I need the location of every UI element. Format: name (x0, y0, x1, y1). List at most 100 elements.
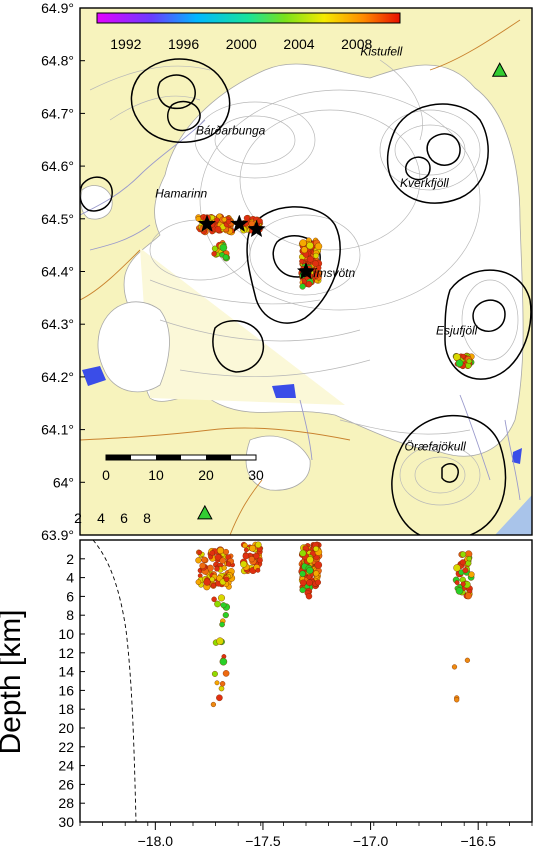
hypocenter-point (462, 567, 469, 574)
hypocenter-point (455, 587, 464, 595)
hypocenter-point (299, 586, 306, 594)
hypocenter-point (256, 557, 263, 564)
epicenter-point (222, 254, 229, 261)
moho-dashed-line (92, 539, 137, 823)
hypocenter-point (249, 544, 256, 552)
hypocenter-point (210, 582, 216, 588)
esjufjoll-outline (444, 269, 532, 380)
hypocenter-point (453, 564, 461, 572)
hypocenter-point (468, 571, 475, 578)
hamarinn-outline (212, 320, 265, 373)
hypocenter-point (305, 593, 313, 600)
lake-east (512, 448, 522, 464)
scalebar-segment-1 (106, 455, 131, 460)
depth-earthquake-hypocenters (195, 541, 475, 708)
hypocenter-point (451, 664, 458, 670)
hypocenter-point (216, 694, 223, 702)
hypocenter-point (313, 570, 320, 577)
southwest-glacier (97, 301, 170, 393)
central-volcano-outlines (80, 58, 532, 535)
colorbar-label: 2000 (226, 36, 257, 52)
epicenter-point (299, 239, 307, 247)
scalebar-segment-3 (206, 455, 231, 460)
large-event-star (197, 214, 217, 232)
depth-tick-label: 8 (66, 607, 74, 623)
kverkfjoll-caldera (426, 133, 461, 166)
hypocenter-point (306, 579, 313, 587)
epicenter-point (306, 255, 314, 263)
hypocenter-point (221, 565, 227, 571)
station-triangle (197, 504, 213, 520)
hypocenter-point (219, 657, 228, 666)
hypocenter-point (242, 552, 250, 560)
magnitude-legend-label: 6 (120, 510, 128, 526)
depth-tick-label: 24 (58, 758, 74, 774)
roads (80, 19, 521, 535)
epicenter-point (460, 353, 466, 359)
magnitude-legend-label: 2 (74, 510, 82, 526)
kverkfjoll-outline (386, 103, 489, 204)
epicenter-point (299, 283, 306, 290)
lat-tick-label: 64.9° (41, 0, 74, 16)
hypocenter-point (199, 562, 206, 569)
magnitude-legend-label: 8 (143, 510, 151, 526)
epicenter-point (243, 215, 250, 222)
ocean (495, 495, 532, 535)
depth-tick-label: 10 (58, 626, 74, 642)
hypocenter-point (466, 556, 472, 562)
year-colorbar: 1992 1996 2000 2004 2008 (96, 12, 401, 52)
hypocenter-point (314, 561, 323, 569)
hypocenter-point (211, 596, 217, 602)
hypocenter-point (255, 567, 261, 573)
epicenter-point (195, 215, 202, 222)
seismic-stations (197, 62, 508, 520)
map-large-event-stars (197, 214, 316, 280)
grimsvotn-outline (246, 206, 341, 324)
hypocenter-point (299, 579, 307, 587)
epicenter-point (221, 217, 227, 223)
depth-tick-label: 28 (58, 795, 74, 811)
hypocenter-point (195, 557, 202, 564)
depth-tick-label: 22 (58, 739, 74, 755)
epicenter-point (248, 220, 255, 227)
hypocenter-point (306, 566, 314, 575)
station-triangle (491, 62, 508, 77)
hypocenter-point (195, 579, 202, 585)
hypocenter-point (299, 549, 307, 557)
large-event-star (247, 219, 266, 238)
colorbar-label: 2008 (341, 36, 372, 52)
hypocenter-point (243, 547, 249, 553)
epicenter-point (219, 243, 228, 252)
hypocenter-point (299, 570, 306, 578)
hypocenter-point (464, 592, 472, 600)
lat-tick-label: 64.8° (41, 53, 74, 69)
scalebar-label: 20 (198, 467, 214, 483)
lon-tick-label: −16.5 (460, 833, 496, 849)
hypocenter-point (253, 552, 260, 560)
depth-tick-label: 6 (66, 588, 74, 604)
depth-tick-label: 12 (58, 645, 74, 661)
scalebar-labels: 0 10 20 30 (102, 467, 264, 483)
epicenter-point (466, 358, 472, 364)
epicenter-point (299, 258, 305, 264)
hypocenter-point (254, 541, 262, 549)
epicenter-point (313, 252, 319, 259)
hypocenter-point (222, 670, 230, 677)
epicenter-point (300, 246, 308, 254)
hypocenter-point (214, 600, 221, 608)
bardarbunga-caldera (157, 74, 196, 110)
rivers (80, 119, 521, 501)
colorbar-label: 1996 (168, 36, 199, 52)
place-label: Bárðarbunga (196, 123, 266, 137)
hypocenter-point (216, 637, 224, 645)
hypocenter-point (218, 685, 225, 692)
map-earthquake-epicenters (195, 213, 475, 370)
place-label: Hamarinn (155, 187, 207, 201)
hypocenter-point (219, 621, 225, 628)
hypocenter-point (460, 581, 466, 587)
colorbar-label: 1992 (110, 36, 141, 52)
depth-tick-label: 2 (66, 551, 74, 567)
